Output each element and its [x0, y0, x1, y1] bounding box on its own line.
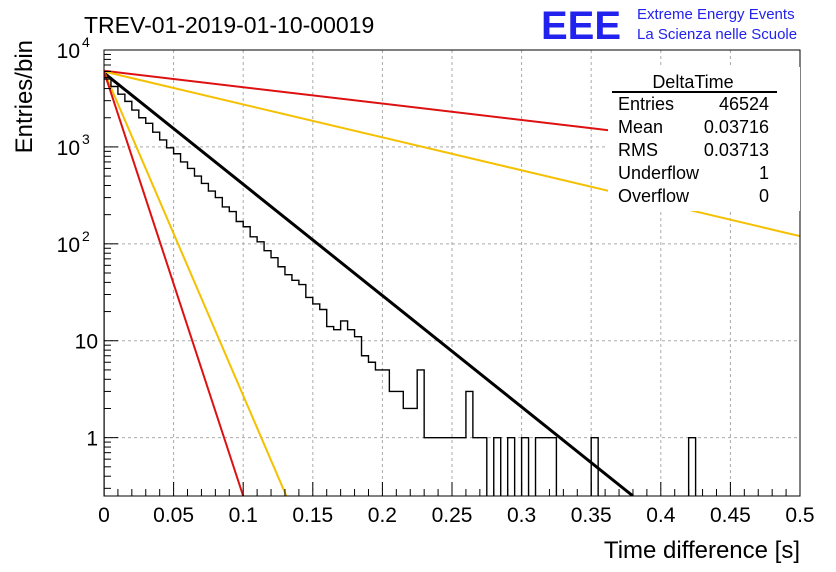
series-line	[104, 71, 288, 496]
x-tick-label: 0	[98, 504, 110, 527]
x-tick-label: 0.35	[571, 504, 612, 527]
x-tick-label: 0.15	[292, 504, 333, 527]
x-tick-label: 0.1	[229, 504, 258, 527]
stats-value-rms: 0.03713	[704, 140, 769, 160]
logo-line-2: La Scienza nelle Scuole	[637, 26, 797, 43]
logo-line-1: Extreme Energy Events	[637, 6, 795, 23]
stats-label-mean: Mean	[618, 117, 663, 137]
histogram	[104, 76, 697, 496]
y-tick-label: 10	[57, 234, 80, 257]
x-tick-label: 0.2	[368, 504, 397, 527]
stats-value-entries: 46524	[719, 94, 769, 114]
y-tick-exponent: 2	[82, 228, 90, 244]
stats-value-underflow: 1	[759, 163, 769, 183]
x-axis-title: Time difference [s]	[604, 537, 800, 564]
y-tick-label: 10	[75, 331, 98, 354]
y-axis-title: Entries/bin	[11, 40, 38, 153]
y-tick-label: 10	[57, 137, 80, 160]
x-tick-label: 0.4	[646, 504, 676, 527]
axes: 0 0.05 0.1 0.15 0.2 0.25 0.3 0.35 0.4 0.45 0.51101…	[57, 34, 815, 527]
y-tick-exponent: 4	[82, 34, 90, 50]
curves	[104, 69, 800, 496]
eee-logo: EEE	[541, 4, 621, 48]
stats-label-rms: RMS	[618, 140, 658, 160]
y-tick-exponent: 3	[82, 131, 90, 147]
x-tick-label: 0.25	[432, 504, 473, 527]
histogram-outline	[104, 76, 697, 496]
y-tick-label: 10	[57, 40, 80, 63]
stats-value-mean: 0.03716	[704, 117, 769, 137]
stats-label-entries: Entries	[618, 94, 674, 114]
stats-box: DeltaTime Entries 46524 Mean 0.03716 RMS…	[608, 67, 800, 211]
stats-label-overflow: Overflow	[618, 186, 690, 206]
plot-frame	[103, 49, 801, 497]
x-tick-label: 0.5	[785, 504, 814, 527]
run-title: TREV-01-2019-01-10-00019	[84, 12, 374, 38]
series-line	[104, 71, 634, 496]
series-line	[104, 71, 245, 496]
stats-label-underflow: Underflow	[618, 163, 700, 183]
y-tick-label: 1	[86, 428, 98, 451]
x-tick-label: 0.3	[507, 504, 536, 527]
x-tick-label: 0.45	[710, 504, 751, 527]
x-tick-label: 0.05	[153, 504, 194, 527]
stats-title: DeltaTime	[652, 72, 733, 92]
stats-value-overflow: 0	[759, 186, 769, 206]
